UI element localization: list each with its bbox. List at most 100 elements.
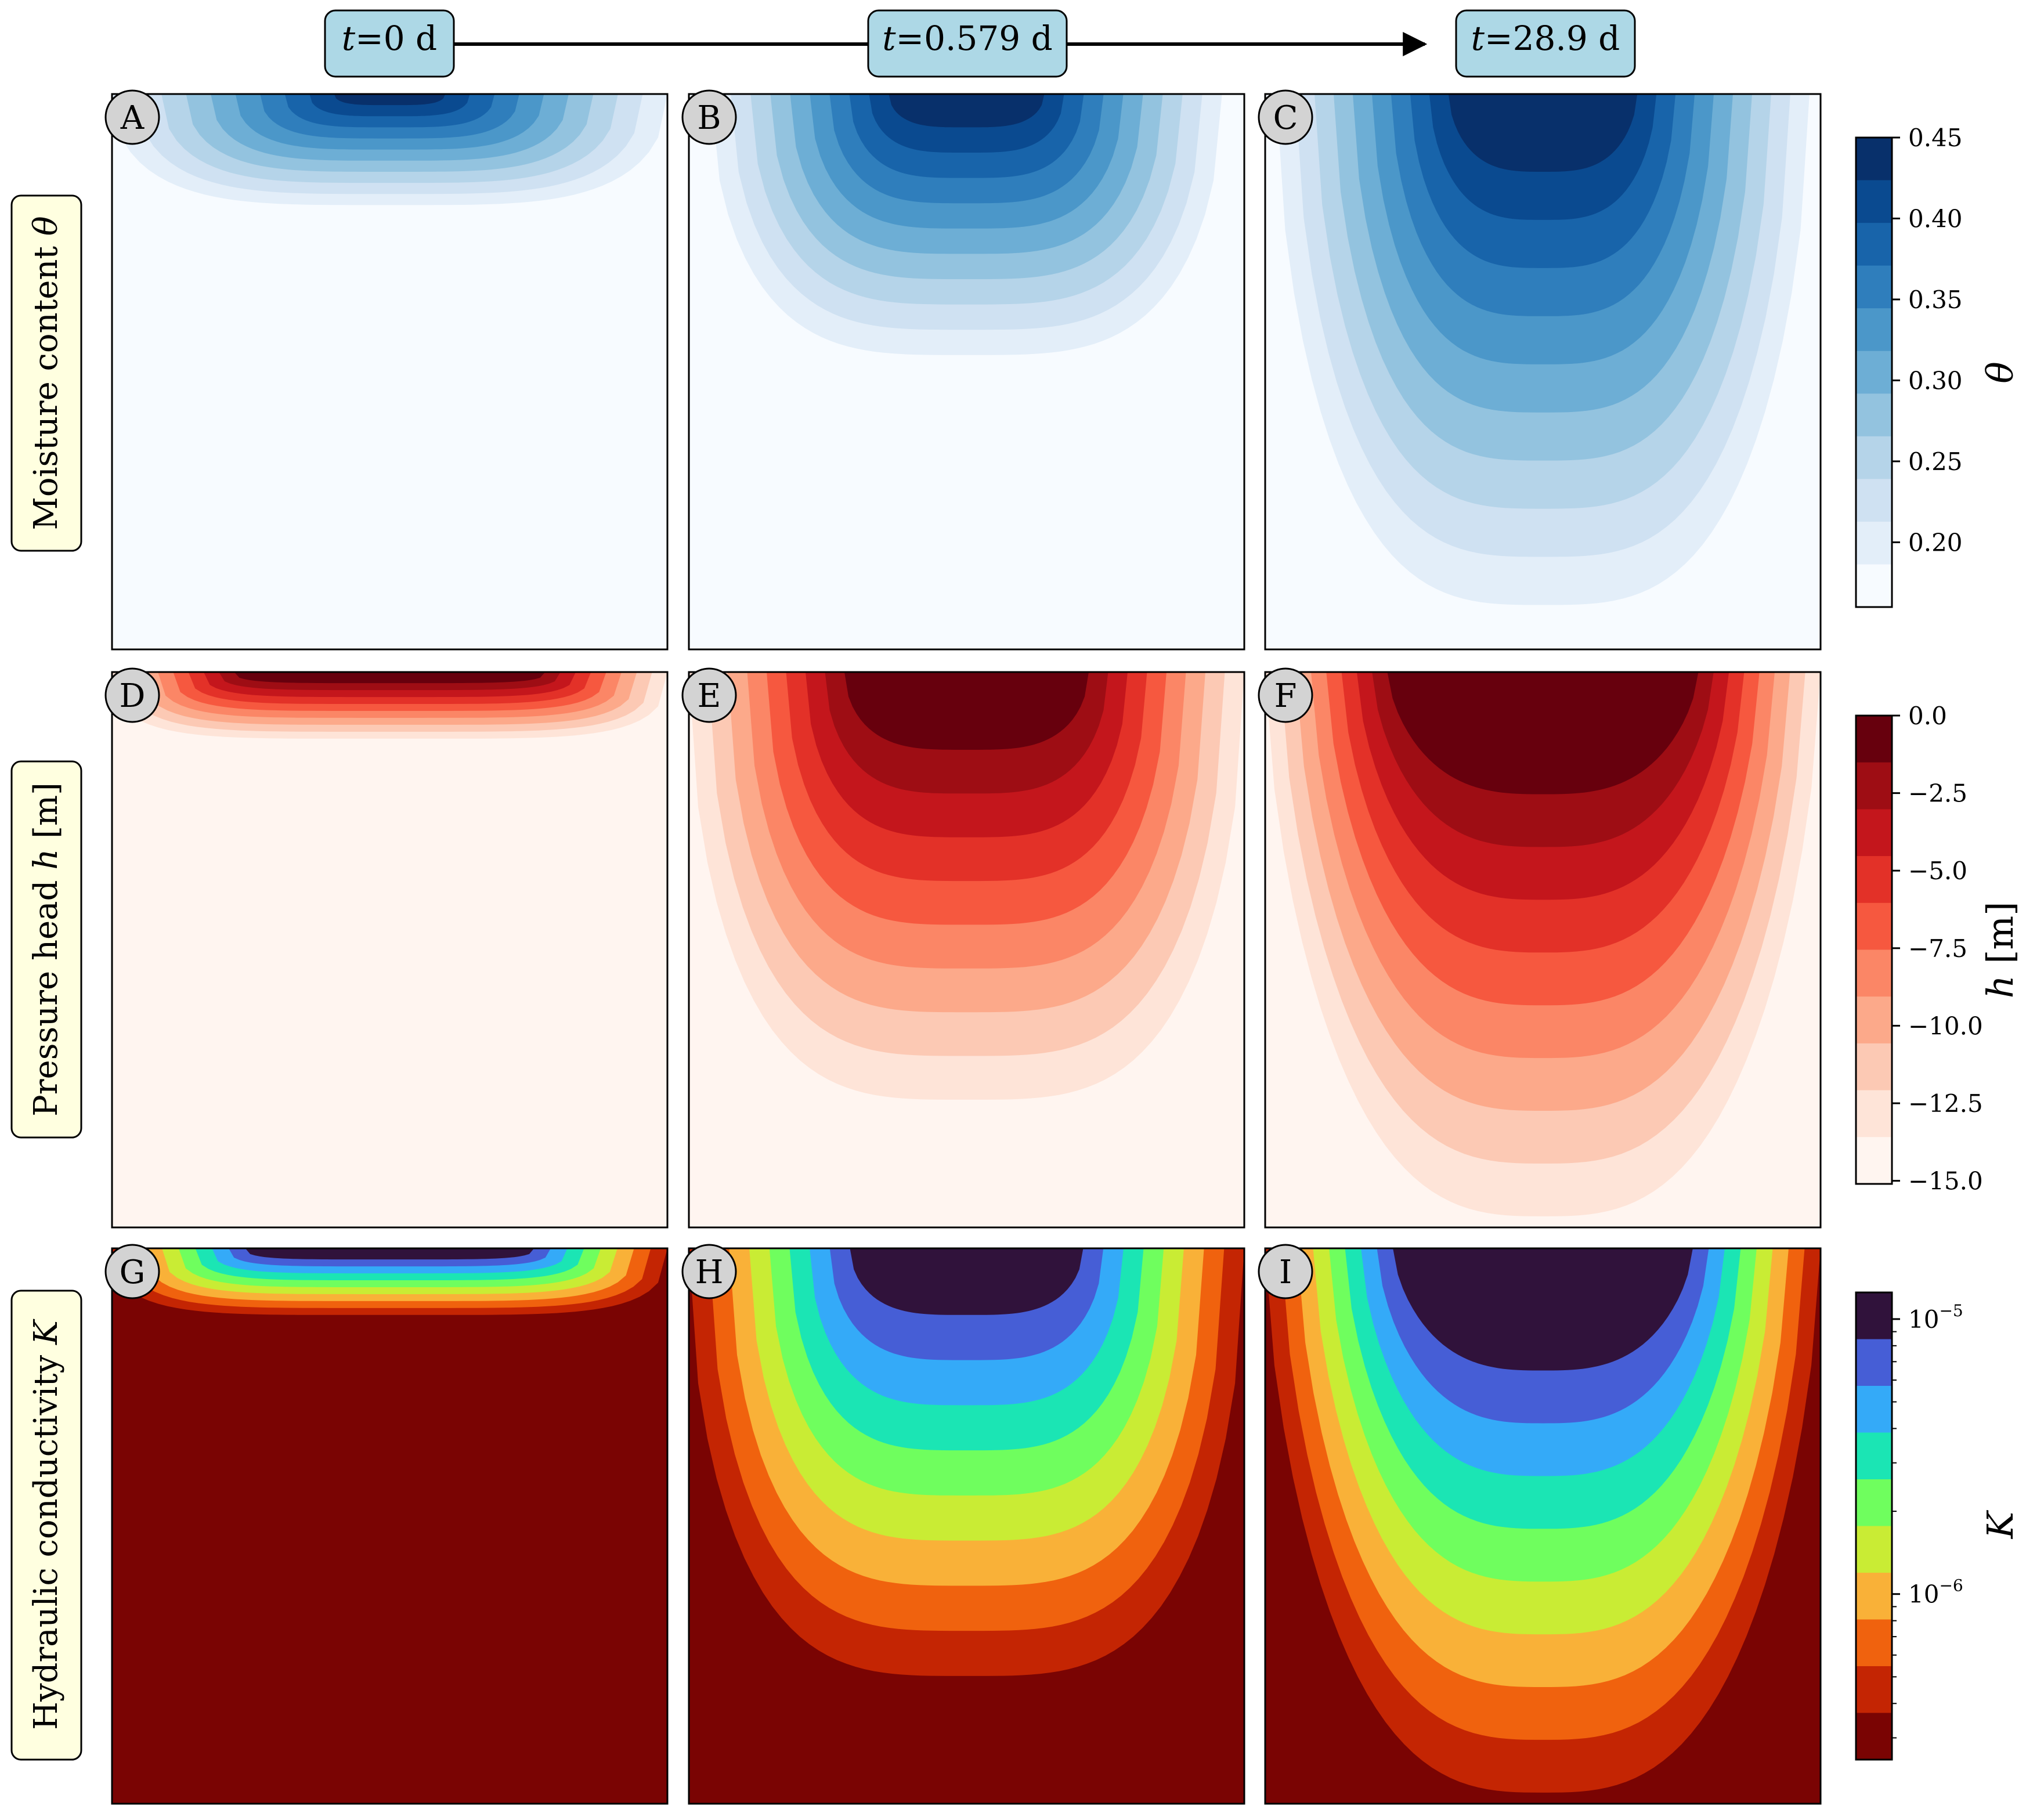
contour-band bbox=[1448, 94, 1638, 172]
panel-g: G bbox=[104, 1244, 669, 1805]
panel-b: B bbox=[681, 89, 1245, 651]
svg-text:Pressure head h [m]: Pressure head h [m] bbox=[27, 782, 65, 1117]
svg-text:F: F bbox=[1274, 677, 1297, 715]
panel-frame bbox=[111, 671, 669, 1229]
colorbar-segment bbox=[1856, 308, 1892, 352]
contour-band bbox=[889, 94, 1045, 128]
colorbar-label-K: K bbox=[1979, 1509, 2021, 1539]
svg-text:B: B bbox=[697, 99, 721, 137]
svg-text:t=28.9 d: t=28.9 d bbox=[1471, 19, 1620, 58]
colorbar-tick-label: 0.0 bbox=[1908, 702, 1947, 730]
panel-background bbox=[112, 672, 667, 1227]
colorbar-segment bbox=[1856, 1619, 1892, 1667]
colorbar-segment bbox=[1856, 949, 1892, 997]
colorbar-label-theta: θ bbox=[1979, 362, 2021, 383]
colorbar-tick-label: 0.30 bbox=[1908, 366, 1963, 395]
contour-band bbox=[844, 672, 1089, 750]
colorbar-segment bbox=[1856, 996, 1892, 1044]
colorbar-segment bbox=[1856, 1339, 1892, 1386]
colorbar-label-h: h [m] bbox=[1979, 902, 2021, 999]
colorbar-segment bbox=[1856, 265, 1892, 309]
colorbar-segment bbox=[1856, 1432, 1892, 1480]
colorbar-segment bbox=[1856, 1526, 1892, 1573]
colorbar-segment bbox=[1856, 1043, 1892, 1091]
svg-text:A: A bbox=[120, 99, 145, 137]
contour-band bbox=[334, 94, 446, 106]
colorbar-segment bbox=[1856, 1292, 1892, 1340]
panel-letter-i: I bbox=[1258, 1244, 1313, 1299]
svg-text:Hydraulic conductivity K: Hydraulic conductivity K bbox=[27, 1319, 65, 1730]
row-label-pressure: Pressure head h [m] bbox=[10, 760, 82, 1139]
colorbar-segment bbox=[1856, 1666, 1892, 1714]
svg-text:G: G bbox=[120, 1254, 146, 1291]
colorbar-segment bbox=[1856, 1479, 1892, 1527]
colorbar-tick-label: −7.5 bbox=[1908, 934, 1967, 963]
colorbar-segment bbox=[1856, 223, 1892, 266]
contour-band bbox=[234, 672, 546, 684]
colorbar-theta: 0.45 0.40 0.35 0.30 0.25 0.20 bbox=[1855, 124, 1963, 608]
panel-c: C bbox=[1258, 89, 1822, 651]
colorbar-segment bbox=[1856, 138, 1892, 181]
colorbar-tick-label: 10−5 bbox=[1908, 1301, 1963, 1334]
panel-f: F bbox=[1258, 667, 1822, 1229]
svg-text:I: I bbox=[1279, 1254, 1292, 1291]
svg-text:H: H bbox=[695, 1254, 724, 1291]
panel-i: I bbox=[1258, 1244, 1822, 1805]
colorbar-tick-label: −2.5 bbox=[1908, 779, 1967, 808]
panel-d: D bbox=[104, 667, 669, 1229]
colorbar-segment bbox=[1856, 902, 1892, 951]
colorbar-tick-label: 0.40 bbox=[1908, 204, 1963, 233]
svg-text:t=0 d: t=0 d bbox=[342, 19, 437, 58]
time-label-2: t=28.9 d bbox=[1455, 9, 1636, 78]
contour-band bbox=[850, 1248, 1084, 1315]
colorbar-tick-label: −15.0 bbox=[1908, 1167, 1983, 1196]
panel-frame bbox=[688, 1247, 1245, 1805]
colorbar-K: 10−5 10−6 bbox=[1855, 1291, 1963, 1761]
panel-frame bbox=[1264, 671, 1822, 1229]
contour-band bbox=[1393, 1248, 1693, 1371]
panel-frame bbox=[1264, 1247, 1822, 1805]
svg-text:C: C bbox=[1273, 99, 1298, 137]
colorbar-segment bbox=[1856, 479, 1892, 522]
panel-frame bbox=[111, 1247, 669, 1805]
panel-e: E bbox=[681, 667, 1245, 1229]
svg-text:E: E bbox=[698, 677, 721, 715]
panel-letter-b: B bbox=[681, 89, 737, 145]
colorbar-tick-label: 0.35 bbox=[1908, 286, 1963, 314]
colorbar-segment bbox=[1856, 1713, 1892, 1760]
row-label-conductivity: Hydraulic conductivity K bbox=[10, 1290, 82, 1761]
panel-letter-c: C bbox=[1258, 89, 1313, 145]
time-label-0: t=0 d bbox=[324, 9, 455, 78]
panel-letter-f: F bbox=[1258, 667, 1313, 723]
svg-text:D: D bbox=[120, 677, 146, 715]
colorbar-segment bbox=[1856, 856, 1892, 904]
colorbar-tick-label: 0.20 bbox=[1908, 528, 1963, 557]
time-label-1: t=0.579 d bbox=[867, 9, 1068, 78]
panel-grid: A B C D E F G H I bbox=[104, 89, 1822, 1805]
colorbar-segment bbox=[1856, 762, 1892, 810]
colorbar-segment bbox=[1856, 809, 1892, 857]
contour-band bbox=[245, 1248, 535, 1260]
panel-frame bbox=[688, 671, 1245, 1229]
colorbar-segment bbox=[1856, 521, 1892, 565]
colorbar-h: 0.0 −2.5 −5.0 −7.5 −10.0 −12.5 −15.0 bbox=[1855, 702, 1983, 1196]
svg-text:Moisture content θ: Moisture content θ bbox=[27, 216, 65, 530]
panel-frame bbox=[688, 93, 1245, 651]
colorbar-segment bbox=[1856, 393, 1892, 437]
panel-letter-g: G bbox=[104, 1244, 160, 1299]
colorbar-segment bbox=[1856, 1573, 1892, 1620]
colorbar-tick-label: −12.5 bbox=[1908, 1089, 1983, 1118]
colorbar-segment bbox=[1856, 564, 1892, 608]
panel-frame bbox=[1264, 93, 1822, 651]
row-label-moisture: Moisture content θ bbox=[10, 194, 82, 552]
colorbar-segment bbox=[1856, 1386, 1892, 1433]
colorbar-segment bbox=[1856, 1090, 1892, 1138]
colorbar-segment bbox=[1856, 351, 1892, 394]
panel-letter-d: D bbox=[104, 667, 160, 723]
colorbar-tick-label: 0.25 bbox=[1908, 447, 1963, 476]
colorbar-segment bbox=[1856, 716, 1892, 763]
panel-h: H bbox=[681, 1244, 1245, 1805]
panel-a: A bbox=[104, 89, 669, 651]
colorbar-tick-label: 0.45 bbox=[1908, 124, 1963, 152]
panel-background bbox=[112, 1248, 667, 1804]
